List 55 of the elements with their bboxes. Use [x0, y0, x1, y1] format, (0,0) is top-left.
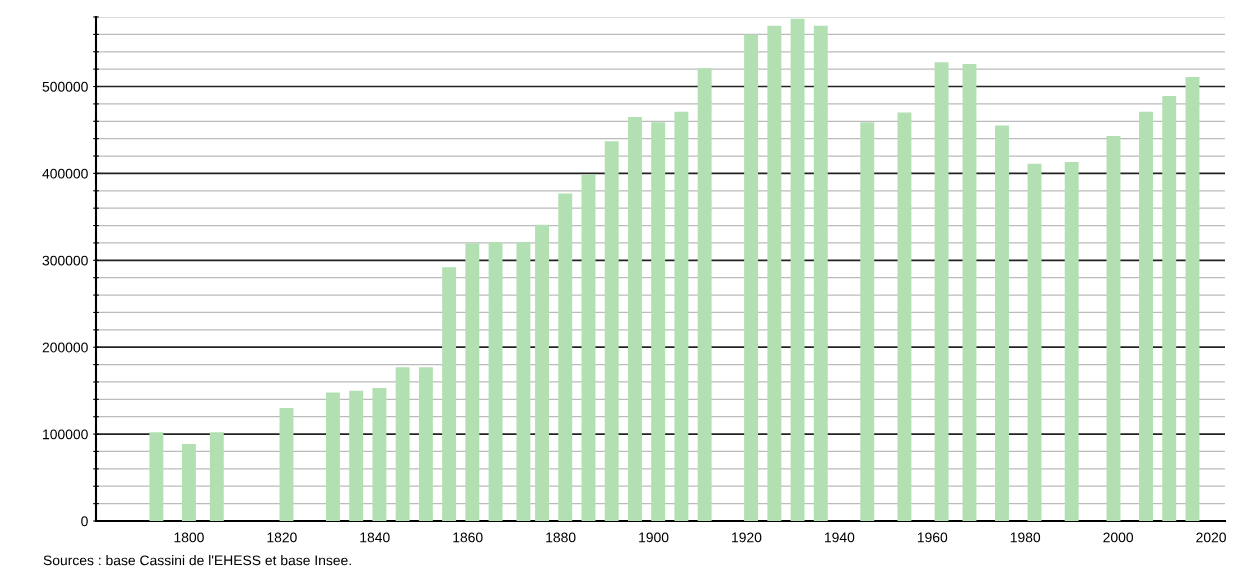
bar [744, 34, 759, 521]
x-tick-label: 1940 [824, 532, 855, 543]
y-tick-label: 300000 [42, 255, 88, 266]
bar [279, 408, 294, 521]
bar [674, 111, 689, 521]
bar [962, 63, 977, 521]
bar [372, 388, 387, 521]
bar [349, 390, 364, 521]
bar [1027, 163, 1042, 521]
bar [627, 116, 642, 521]
bar [651, 122, 666, 521]
bar [325, 392, 340, 521]
bar [442, 267, 457, 521]
x-tick-label: 1980 [1010, 532, 1041, 543]
bar [897, 112, 912, 521]
x-tick-label: 1860 [453, 532, 483, 543]
x-tick-label: 1820 [267, 532, 297, 543]
bar [860, 122, 875, 521]
x-tick-label: 2000 [1103, 532, 1134, 543]
y-tick-label: 0 [81, 516, 88, 527]
x-tick-label: 1880 [546, 532, 576, 543]
x-tick-label: 1840 [360, 532, 390, 543]
bar [604, 141, 619, 521]
y-tick-label: 100000 [43, 429, 88, 440]
x-tick-label: 1800 [174, 532, 204, 543]
y-tick-label: 400000 [42, 168, 88, 179]
bar [697, 68, 712, 521]
bar [1064, 162, 1079, 521]
bar [1162, 96, 1177, 521]
bar [181, 443, 196, 521]
x-tick-label: 1960 [917, 532, 948, 543]
bar [934, 62, 949, 521]
bar [488, 242, 503, 521]
bar [1139, 111, 1153, 521]
bar [418, 367, 433, 521]
bar [535, 224, 549, 521]
bar [995, 125, 1009, 521]
bar [790, 18, 805, 521]
bar [465, 243, 480, 521]
bar [395, 367, 410, 521]
y-tick-label: 500000 [42, 81, 88, 92]
x-tick-label: 1900 [639, 532, 669, 543]
y-tick-label: 200000 [42, 342, 88, 353]
bar [1106, 136, 1121, 521]
bar [813, 25, 828, 521]
bar [581, 174, 596, 521]
bar [516, 242, 531, 521]
bar [767, 25, 782, 521]
bar [1185, 76, 1200, 521]
bar [149, 432, 164, 521]
x-tick-label: 2020 [1196, 532, 1226, 543]
bar [209, 432, 224, 521]
x-tick-label: 1920 [732, 532, 762, 543]
bar [558, 193, 573, 521]
source-note: Sources : base Cassini de l'EHESS et base Insee. [43, 555, 351, 566]
